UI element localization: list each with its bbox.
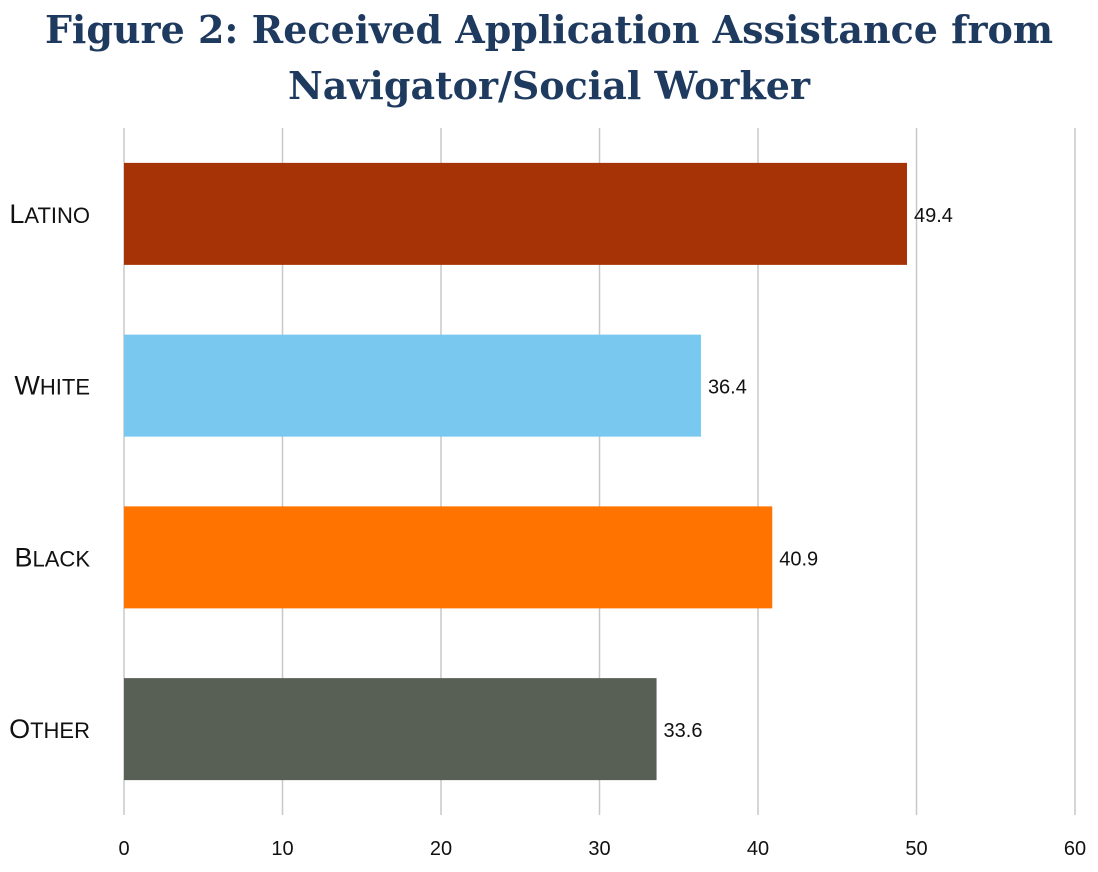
x-tick-label-20: 20 (430, 838, 452, 860)
category-labels: LATINO WHITE BLACK OTHER (9, 199, 90, 744)
x-tick-label-60: 60 (1064, 838, 1086, 860)
bar-white (124, 334, 701, 437)
chart-title-line-1: Figure 2: Received Application Assistanc… (44, 7, 1054, 52)
value-label-other: 33.6 (664, 720, 703, 742)
bar-latino (124, 162, 907, 265)
chart-title-line-2: Navigator/Social Worker (288, 63, 810, 108)
value-label-white: 36.4 (708, 377, 747, 399)
x-tick-label-0: 0 (118, 838, 129, 860)
category-label-white: WHITE (14, 371, 90, 401)
category-label-black: BLACK (15, 542, 91, 572)
category-label-latino: LATINO (9, 199, 90, 229)
value-label-latino: 49.4 (914, 205, 953, 227)
bar-other (124, 678, 657, 781)
x-tick-label-40: 40 (747, 838, 769, 860)
bar-black (124, 506, 773, 609)
bars (124, 162, 907, 781)
value-label-black: 40.9 (779, 548, 818, 570)
x-tick-label-50: 50 (905, 838, 927, 860)
category-label-other: OTHER (9, 714, 90, 744)
x-tick-label-30: 30 (588, 838, 610, 860)
x-tick-label-10: 10 (271, 838, 293, 860)
chart-title: Figure 2: Received Application Assistanc… (0, 2, 1098, 114)
x-axis-ticks: 0 10 20 30 40 50 60 (118, 838, 1086, 860)
value-labels: 49.4 36.4 40.9 33.6 (664, 205, 953, 742)
